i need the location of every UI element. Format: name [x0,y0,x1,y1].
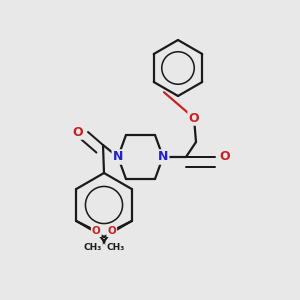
Text: O: O [107,226,116,236]
Text: O: O [73,125,83,139]
Text: CH₃: CH₃ [84,242,102,251]
Text: O: O [220,151,230,164]
Text: N: N [113,151,123,164]
Text: N: N [158,151,168,164]
Text: O: O [189,112,199,124]
Text: CH₃: CH₃ [106,242,124,251]
Text: O: O [92,226,101,236]
